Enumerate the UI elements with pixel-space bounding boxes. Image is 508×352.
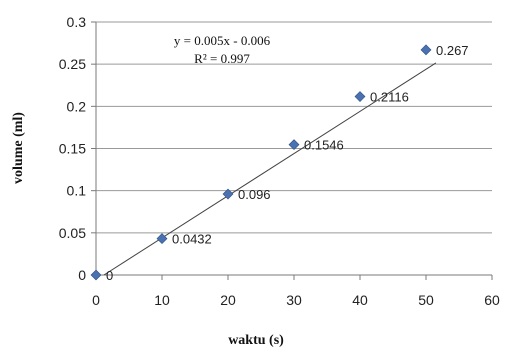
axis-layer [91, 21, 493, 280]
data-label: 0.267 [436, 43, 469, 58]
tick-labels-layer: 0 0.05 0.1 0.15 0.2 0.25 0.3 0 10 20 30 40 50 60 [59, 14, 500, 308]
x-tick-label: 0 [92, 292, 100, 308]
data-point [90, 269, 102, 281]
y-tick-label: 0.2 [67, 98, 87, 114]
x-tick-label: 10 [154, 292, 170, 308]
data-point [354, 91, 366, 102]
data-point [222, 188, 234, 200]
data-point [288, 139, 300, 151]
points-layer [90, 44, 432, 281]
y-tick-label: 0.05 [59, 225, 86, 241]
x-tick-label: 60 [484, 292, 500, 308]
data-label: 0.2116 [370, 90, 409, 105]
y-tick-label: 0.25 [59, 56, 86, 72]
x-tick-label: 50 [418, 292, 434, 308]
data-labels-layer: 0 0.0432 0.096 0.1546 0.2116 0.267 [106, 43, 469, 283]
y-tick-label: 0.1 [67, 183, 87, 199]
data-label: 0.1546 [304, 138, 344, 153]
trendline-equation: y = 0.005x - 0.006 [174, 33, 271, 48]
trendline-r-squared: R² = 0.997 [194, 51, 250, 66]
grid-layer [96, 21, 492, 234]
x-tick-label: 30 [286, 292, 302, 308]
data-label: 0.0432 [172, 232, 212, 247]
data-label: 0 [106, 268, 113, 283]
data-point [156, 233, 168, 244]
data-label: 0.096 [238, 187, 271, 202]
y-tick-label: 0 [78, 267, 86, 283]
x-axis-title: waktu (s) [228, 333, 284, 348]
x-tick-label: 20 [220, 292, 236, 308]
y-axis-title: volume (ml) [11, 112, 26, 184]
data-point [420, 44, 432, 56]
y-tick-label: 0.3 [67, 14, 87, 30]
x-tick-label: 40 [352, 292, 368, 308]
y-tick-label: 0.15 [59, 141, 86, 157]
